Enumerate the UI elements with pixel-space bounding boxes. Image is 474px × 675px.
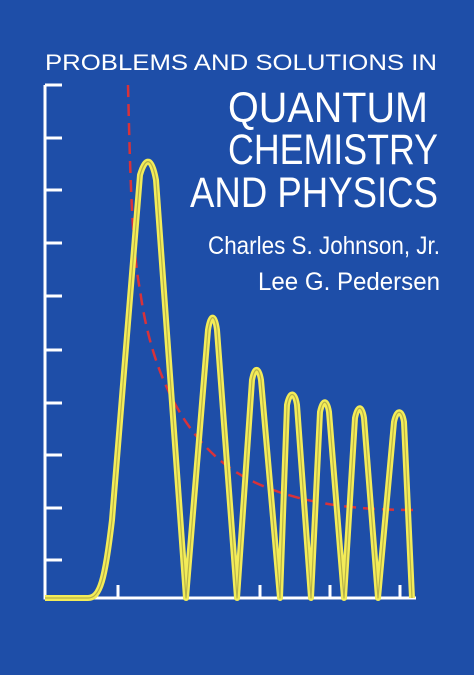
title-line: QUANTUM <box>228 84 428 132</box>
title-top: PROBLEMS AND SOLUTIONS IN <box>45 50 437 75</box>
y-ticks <box>45 83 62 562</box>
oscillation-curve <box>45 158 415 601</box>
author: Charles S. Johnson, Jr. <box>208 232 440 260</box>
decay-curve <box>126 84 417 512</box>
author: Lee G. Pedersen <box>258 268 440 296</box>
title-line: CHEMISTRY <box>228 126 438 174</box>
wave-inner <box>45 161 413 599</box>
title-line: AND PHYSICS <box>190 169 438 217</box>
